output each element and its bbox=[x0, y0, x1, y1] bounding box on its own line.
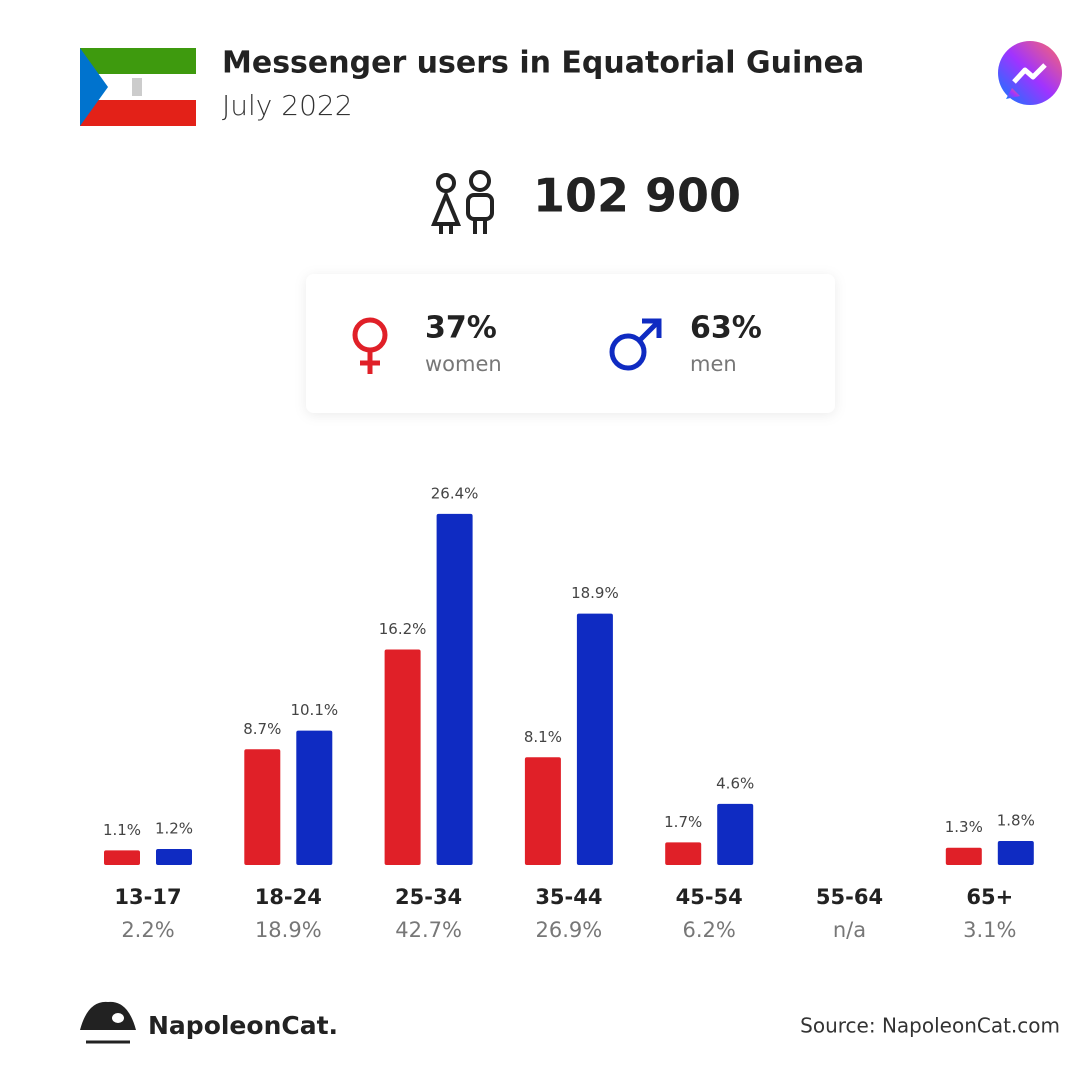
category-total: 2.2% bbox=[121, 918, 174, 942]
bar bbox=[524, 757, 561, 865]
bar bbox=[296, 730, 333, 865]
total-users: 102 900 bbox=[533, 169, 741, 223]
bar bbox=[717, 803, 754, 865]
messenger-icon bbox=[998, 41, 1062, 105]
flag bbox=[80, 48, 196, 126]
category-label: 13-17 bbox=[114, 885, 181, 909]
value-label: 16.2% bbox=[379, 620, 427, 638]
women-percent: 37% bbox=[425, 311, 497, 346]
category-label: 35-44 bbox=[535, 885, 602, 909]
category-total: 18.9% bbox=[255, 918, 322, 942]
value-label: 1.7% bbox=[664, 813, 702, 831]
value-label: 26.4% bbox=[431, 484, 479, 502]
category-label: 25-34 bbox=[395, 885, 462, 909]
men-percent: 63% bbox=[690, 311, 762, 346]
bar bbox=[104, 850, 140, 865]
gender-card bbox=[306, 274, 835, 413]
value-label: 10.1% bbox=[290, 701, 338, 719]
category-label: 18-24 bbox=[255, 885, 322, 909]
value-label: 1.2% bbox=[155, 820, 193, 838]
value-label: 1.8% bbox=[997, 812, 1035, 830]
value-label: 8.1% bbox=[524, 728, 562, 746]
napoleoncat-logo bbox=[80, 1001, 136, 1044]
brand: NapoleonCat. bbox=[148, 1011, 338, 1040]
category-total: n/a bbox=[833, 918, 866, 942]
value-label: 8.7% bbox=[243, 720, 281, 738]
bar bbox=[384, 649, 421, 865]
category-label: 45-54 bbox=[676, 885, 743, 909]
value-label: 1.1% bbox=[103, 821, 141, 839]
subtitle: July 2022 bbox=[222, 89, 353, 122]
chart: 13-17 2.2% 1.1% 1.2% 18-24 18.9% 8.7% 10.1% 25-3… bbox=[103, 484, 1035, 942]
male-icon bbox=[609, 318, 662, 371]
category-label: 65+ bbox=[966, 885, 1013, 909]
bar bbox=[156, 849, 192, 865]
source: Source: NapoleonCat.com bbox=[800, 1014, 1060, 1038]
men-label: men bbox=[690, 352, 737, 376]
bar bbox=[436, 513, 473, 865]
value-label: 1.3% bbox=[945, 818, 983, 836]
value-label: 4.6% bbox=[716, 774, 754, 792]
women-label: women bbox=[425, 352, 502, 376]
value-label: 18.9% bbox=[571, 584, 619, 602]
bar bbox=[997, 841, 1034, 865]
category-total: 26.9% bbox=[536, 918, 603, 942]
bar bbox=[945, 847, 982, 865]
bar bbox=[244, 749, 281, 865]
category-total: 6.2% bbox=[683, 918, 736, 942]
category-total: 3.1% bbox=[963, 918, 1016, 942]
female-icon bbox=[352, 317, 388, 374]
title: Messenger users in Equatorial Guinea bbox=[222, 46, 864, 81]
category-label: 55-64 bbox=[816, 885, 883, 909]
bar bbox=[665, 842, 702, 865]
people-icon bbox=[431, 170, 494, 234]
bar bbox=[576, 613, 613, 865]
category-total: 42.7% bbox=[395, 918, 462, 942]
